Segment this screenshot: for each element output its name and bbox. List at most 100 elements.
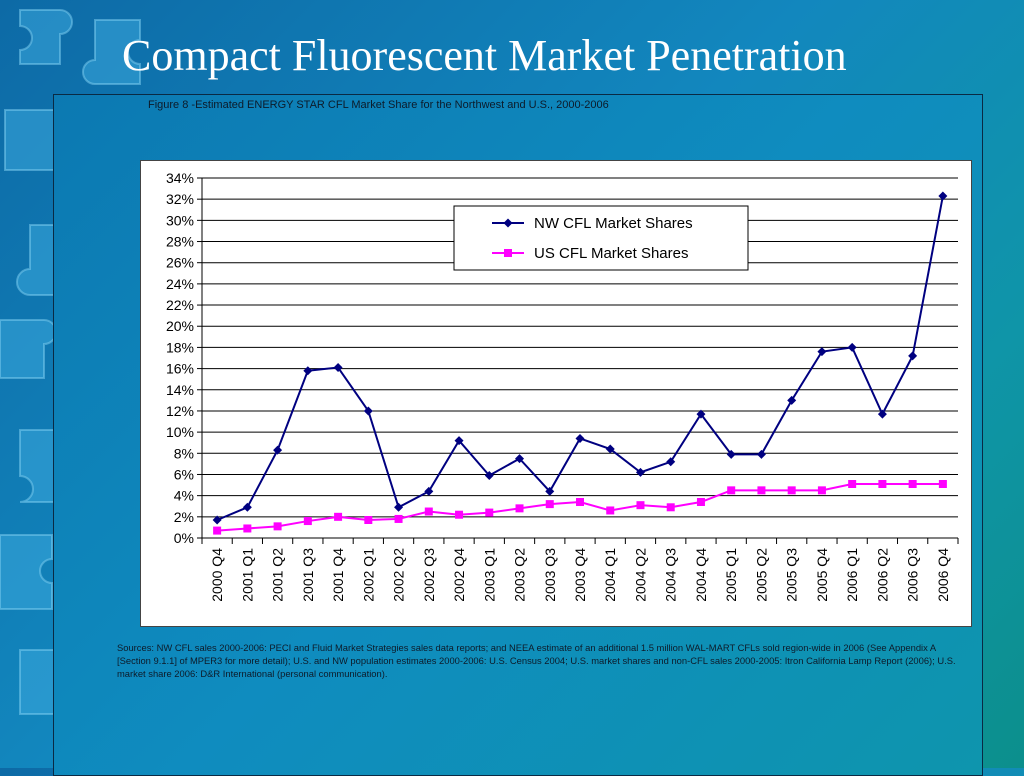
y-tick-label: 24% [166, 276, 194, 292]
y-tick-label: 18% [166, 339, 194, 355]
y-tick-label: 12% [166, 403, 194, 419]
x-tick-label: 2002 Q1 [360, 548, 376, 602]
nw-data-point [635, 467, 645, 477]
chart-legend: NW CFL Market Shares US CFL Market Share… [453, 205, 749, 271]
nw-data-point [545, 486, 555, 496]
x-tick-label: 2005 Q1 [723, 548, 739, 602]
x-tick-label: 2000 Q4 [209, 548, 225, 602]
y-tick-label: 10% [166, 424, 194, 440]
y-tick-label: 8% [174, 445, 194, 461]
us-data-point [213, 526, 222, 535]
us-data-point [908, 480, 917, 488]
figure-caption: Figure 8 -Estimated ENERGY STAR CFL Mark… [148, 99, 609, 111]
us-data-point [545, 500, 554, 509]
legend-us-label: US CFL Market Shares [534, 245, 689, 262]
puzzle-piece [0, 319, 57, 379]
nw-data-point [605, 444, 615, 454]
legend-box [453, 205, 749, 271]
x-tick-label: 2004 Q1 [602, 548, 618, 602]
x-tick-label: 2002 Q3 [421, 548, 437, 602]
y-tick-label: 22% [166, 297, 194, 313]
series-lines [212, 191, 948, 535]
nw-data-point [424, 486, 434, 496]
x-tick-label: 2003 Q2 [512, 548, 528, 602]
us-data-point [576, 498, 584, 506]
nw-data-point [394, 502, 404, 512]
y-tick-label: 14% [166, 382, 194, 398]
slide-title: Compact Fluorescent Market Penetration [122, 31, 847, 80]
nw-data-point [787, 395, 797, 405]
puzzle-piece [0, 534, 53, 610]
nw-data-point [575, 433, 585, 443]
y-tick-label: 4% [174, 488, 194, 504]
us-data-point [485, 508, 494, 517]
x-tick-label: 2004 Q3 [663, 548, 679, 602]
x-tick-label: 2004 Q4 [693, 548, 709, 602]
us-data-point [848, 480, 857, 488]
nw-data-point [333, 363, 343, 373]
x-tick-label: 2006 Q3 [905, 548, 921, 602]
us-series-line [217, 483, 943, 532]
us-data-point [455, 510, 464, 519]
nw-data-point [938, 191, 948, 201]
us-data-point [817, 486, 826, 495]
nw-data-point [484, 471, 494, 481]
us-data-point [273, 522, 282, 531]
puzzle-piece [82, 19, 141, 85]
y-tick-label: 0% [174, 530, 194, 546]
us-data-point [696, 498, 705, 506]
nw-data-point [908, 351, 918, 361]
legend-us-marker [504, 249, 512, 257]
x-tick-label: 2002 Q2 [391, 548, 407, 602]
y-tick-label: 32% [166, 191, 194, 207]
x-tick-label: 2004 Q2 [632, 548, 648, 602]
nw-data-point [363, 406, 373, 416]
us-data-point [334, 512, 343, 521]
axes [197, 177, 959, 544]
nw-data-point [515, 454, 525, 464]
legend-nw-marker [503, 218, 513, 228]
nw-data-point [273, 445, 283, 455]
us-data-point [636, 501, 645, 510]
nw-data-point [696, 409, 706, 419]
y-tick-label: 6% [174, 466, 194, 482]
x-tick-label: 2005 Q4 [814, 548, 830, 602]
us-data-point [757, 486, 766, 495]
y-tick-label: 26% [166, 255, 194, 271]
x-tick-label: 2003 Q4 [572, 548, 588, 602]
us-data-point [394, 514, 403, 523]
x-tick-label: 2002 Q4 [451, 548, 467, 602]
nw-data-point [242, 502, 252, 512]
x-tick-label: 2006 Q2 [874, 548, 890, 602]
us-data-point [243, 524, 252, 533]
nw-data-point [817, 347, 827, 357]
x-tick-label: 2001 Q3 [300, 548, 316, 602]
us-data-point [787, 486, 796, 495]
x-tick-label: 2005 Q2 [753, 548, 769, 602]
nw-data-point [666, 457, 676, 467]
x-tick-label: 2003 Q3 [542, 548, 558, 602]
y-tick-label: 34% [166, 170, 194, 186]
line-chart: 0% 2% 4% 6% 8% 10% 12% 14% 16% 18% 20% 22% 24% 26% 28%… [166, 170, 959, 602]
x-tick-label: 2006 Q4 [935, 548, 951, 602]
nw-data-point [847, 342, 857, 352]
us-data-point [606, 506, 615, 515]
us-data-point [364, 516, 373, 524]
puzzle-piece [19, 9, 73, 65]
nw-data-point [726, 449, 736, 459]
sources-note: Sources: NW CFL sales 2000-2006: PECI an… [117, 642, 956, 679]
legend-nw-label: NW CFL Market Shares [534, 215, 693, 232]
y-tick-label: 2% [174, 509, 194, 525]
us-data-point [666, 503, 675, 512]
us-data-point [727, 486, 736, 495]
x-tick-label: 2005 Q3 [784, 548, 800, 602]
y-tick-label: 16% [166, 361, 194, 377]
x-tick-label: 2003 Q1 [481, 548, 497, 602]
nw-data-point [454, 436, 464, 446]
y-tick-label: 30% [166, 212, 194, 228]
x-tick-labels: 2000 Q4 2001 Q1 2001 Q2 2001 Q3 2001 Q4 2002 … [209, 548, 951, 602]
y-tick-label: 28% [166, 234, 194, 250]
x-tick-label: 2006 Q1 [844, 548, 860, 602]
x-tick-label: 2001 Q2 [270, 548, 286, 602]
nw-data-point [303, 366, 313, 376]
